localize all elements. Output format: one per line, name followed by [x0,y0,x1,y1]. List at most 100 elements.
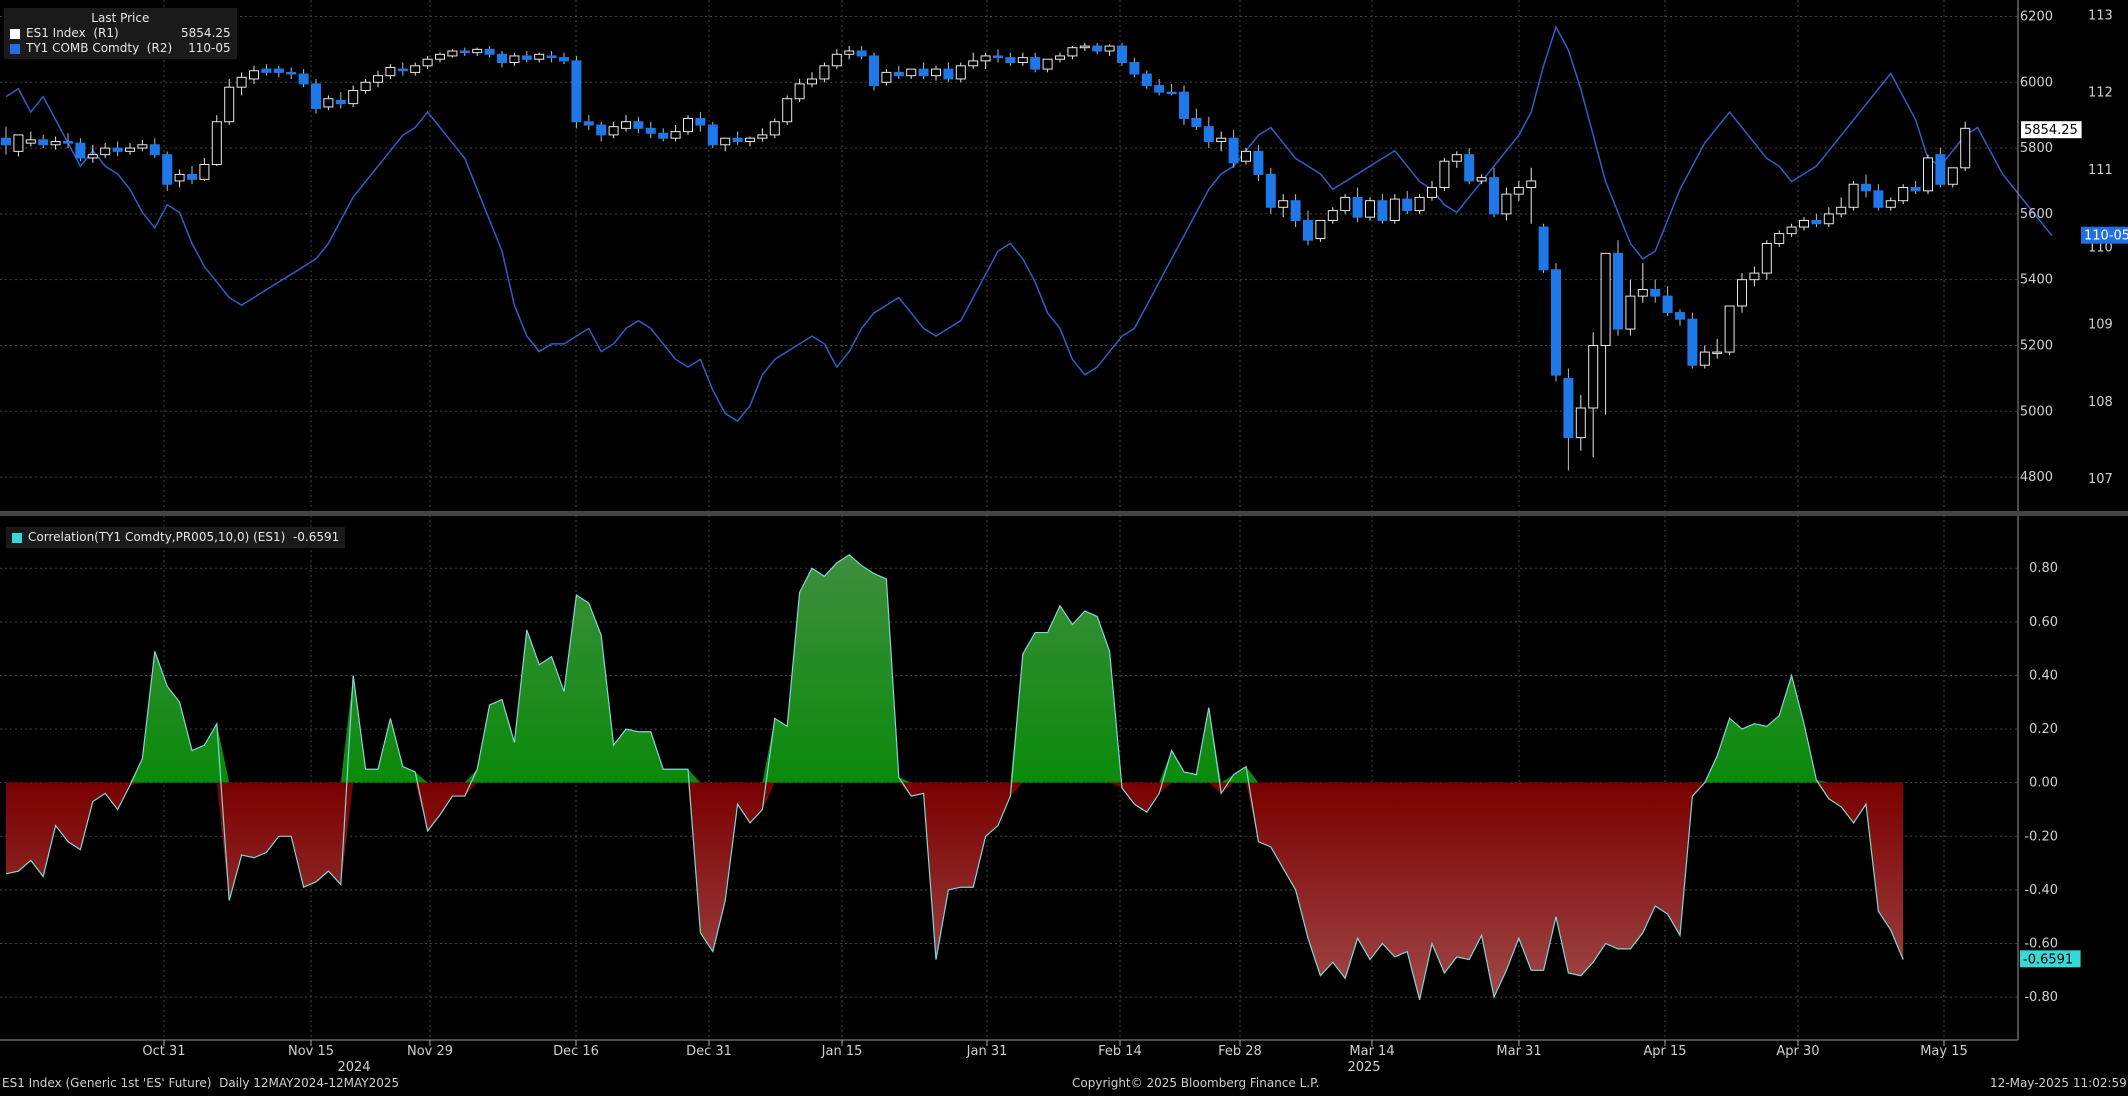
candle [1923,154,1933,195]
candle-body [323,98,334,108]
candle-body [1501,193,1512,215]
candle-body [149,144,160,156]
candle-body [1414,196,1425,212]
candle-body [869,55,879,87]
candle-body [1315,219,1326,240]
ty1-y-tick-label: 111 [2088,163,2113,178]
candle [1141,70,1152,89]
candle [1613,240,1623,336]
candle-body [980,55,991,62]
candle-body [645,127,656,134]
candle-body [1600,252,1611,346]
candle-body [298,73,309,85]
candle-body [509,55,520,64]
correlation-swatch [12,532,22,543]
candle [63,133,73,149]
candle-body [1613,252,1623,330]
legend-ty1-label: TY1 COMB Comdty (R2) [26,41,173,55]
candle [249,65,259,84]
candle-body [1823,213,1834,225]
axes [0,0,2128,1046]
candle [1129,57,1140,78]
candle-body [360,81,371,91]
correlation-positive-area [6,554,1904,783]
candle-body [373,75,383,83]
candle [1551,263,1561,382]
candle-body [1365,200,1375,218]
candle-body [608,126,619,136]
candle-body [112,147,123,152]
candle-body [50,140,61,146]
candle-body [25,139,36,144]
candle-body [670,131,681,139]
candle [1675,309,1685,326]
candle [1352,187,1363,223]
candle-body [968,60,979,67]
candle-body [1923,157,1933,192]
candle [720,137,731,152]
candle [1389,194,1400,224]
correlation-last-value-tag-bg [2020,950,2081,968]
x-tick-label: Mar 31 [1496,1044,1541,1059]
es1-y-tick-label: 5000 [2020,404,2053,419]
ty1-y-tick-label: 108 [2088,395,2113,410]
candle [1154,78,1165,96]
candle [484,46,495,58]
candle [1340,194,1351,214]
candle [1960,121,1971,172]
candle-body [1451,154,1462,162]
candle-body [1575,407,1586,439]
correlation-negative-area [6,782,1904,1000]
candle [199,157,210,181]
candle [1699,345,1710,369]
candle-body [1141,73,1152,87]
candle-body [1402,198,1413,212]
x-tick-label: Feb 28 [1218,1044,1262,1059]
candle [583,115,594,130]
candle-body [397,68,408,72]
candle-body [422,58,433,67]
candle-body [1650,289,1661,297]
candle [1947,167,1958,188]
candle-body [1947,167,1958,185]
candle-body [807,78,817,85]
candle-body [435,53,445,60]
candle-body [137,144,148,149]
candle [1513,180,1524,201]
ty1-y-tick-label: 110 [2088,240,2113,255]
footer-timestamp: 12-May-2025 11:02:59 [1990,1076,2127,1090]
candle [931,65,941,81]
candle-body [794,83,805,100]
candle-body [658,132,669,139]
candle [1377,194,1388,224]
candle [1687,312,1698,369]
candle [75,138,86,162]
candle-body [1253,150,1264,175]
candle [608,121,619,139]
candle [335,92,346,109]
candle [410,62,421,76]
es1-swatch [10,28,20,39]
correlation-y-tick-label: 0.60 [2029,615,2058,630]
correlation-y-tick-label: 0.80 [2029,561,2058,576]
candle-body [1166,91,1177,95]
candle [1873,184,1884,211]
candle [1203,116,1214,149]
legend-item-es1[interactable]: ES1 Index (R1) 5854.25 [10,26,231,41]
candle-body [1067,47,1078,57]
candle [695,111,706,132]
candle-body [1290,200,1301,221]
candle-body [1017,57,1028,64]
candle [447,49,458,58]
correlation-y-tick-label: 0.00 [2029,776,2058,791]
candle-body [1774,233,1785,244]
candle [162,151,173,191]
ty1-y-tick-label: 109 [2088,318,2113,333]
legend-item-ty1[interactable]: TY1 COMB Comdty (R2) 110-05 [10,41,231,56]
candle [1241,148,1251,165]
candle-body [75,142,86,159]
candle [1464,148,1475,185]
bottom-legend[interactable]: Correlation(TY1 Comdty,PR005,10,0) (ES1)… [6,527,346,548]
candle-body [1079,45,1090,49]
candle [1303,210,1313,246]
